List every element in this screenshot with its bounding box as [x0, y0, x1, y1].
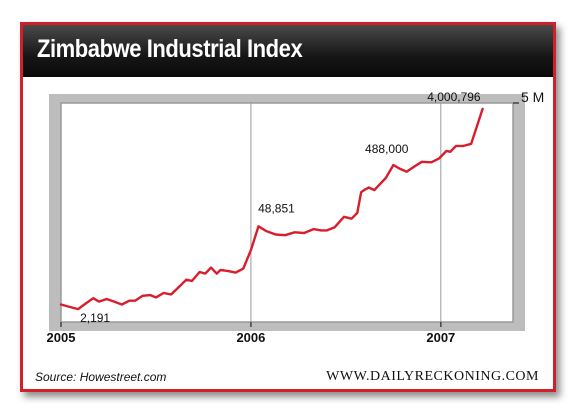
- value-annotation: 48,851: [258, 201, 295, 215]
- value-annotation: 488,000: [365, 142, 409, 156]
- source-note: Source: Howestreet.com: [35, 370, 167, 384]
- annotations-layer: 2,191 48,851 488,000 4,000,796: [80, 90, 481, 325]
- x-tick-label: 2005: [47, 330, 76, 345]
- ticks-layer: 2005 2006 2007 5 M: [47, 89, 545, 345]
- chart-card: Zimbabwe Industrial Index 2005 2006 2007 5 …: [20, 22, 556, 392]
- series-layer: [59, 107, 484, 311]
- plot-area: [60, 102, 514, 323]
- gridlines: [61, 102, 513, 322]
- x-tick-label: 2007: [426, 330, 455, 345]
- value-annotation: 2,191: [80, 311, 110, 325]
- series-line: [59, 107, 484, 311]
- title-bar: Zimbabwe Industrial Index: [23, 25, 553, 77]
- chart-title: Zimbabwe Industrial Index: [37, 35, 303, 63]
- value-annotation: 4,000,796: [427, 90, 481, 104]
- x-tick-label: 2006: [236, 330, 265, 345]
- brand-url: WWW.DAILYRECKONING.COM: [326, 369, 539, 384]
- chart-svg: 2005 2006 2007 5 M 2,191 48,851 488,000 4,000,…: [47, 89, 545, 345]
- y-tick-label: 5 M: [521, 89, 544, 105]
